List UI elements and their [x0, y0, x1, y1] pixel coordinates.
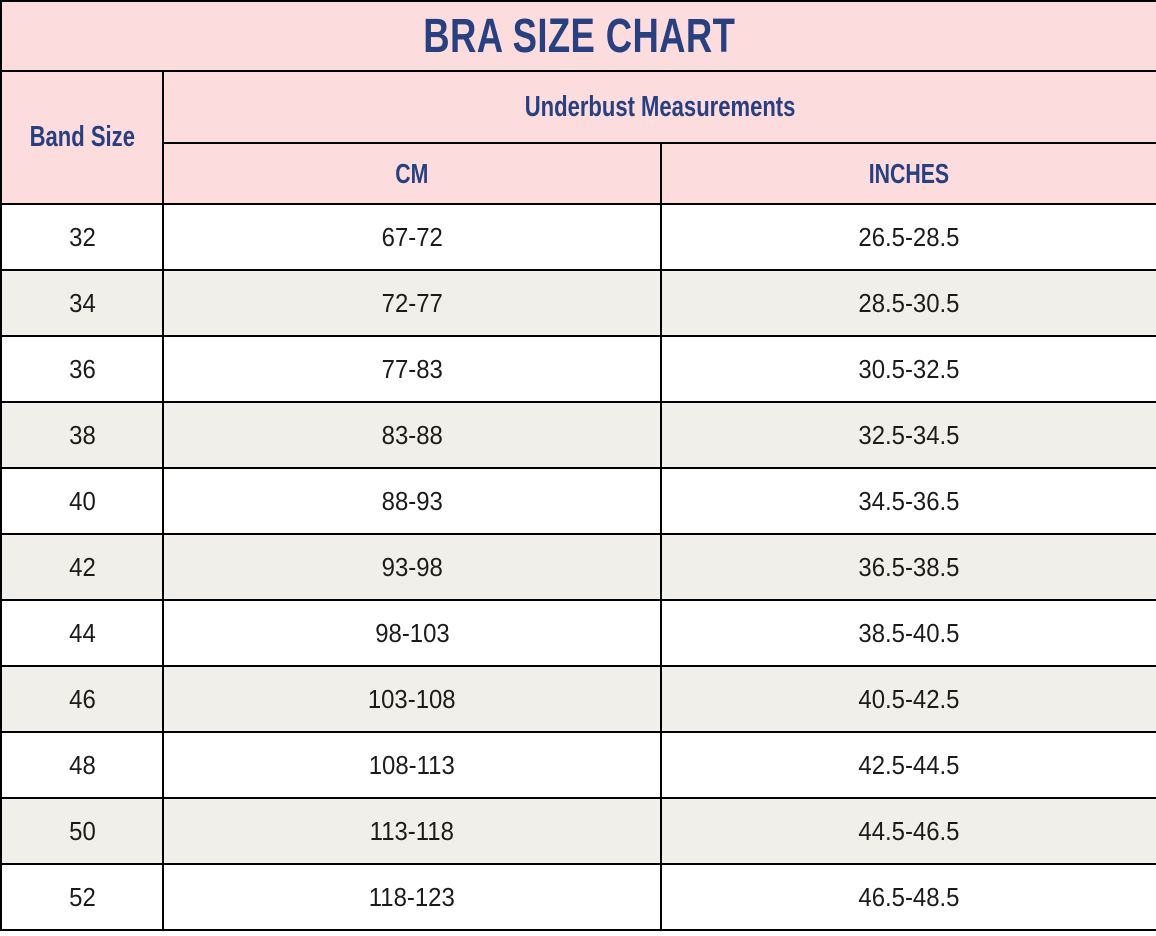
table-row: 42 93-98 36.5-38.5 [0, 533, 1156, 601]
inches-range-cell-value: 42.5-44.5 [858, 749, 960, 780]
inches-header-cell: INCHES [660, 142, 1156, 205]
band-size-cell: 48 [0, 731, 164, 799]
band-size-cell-value: 50 [68, 815, 96, 846]
inches-range-cell: 38.5-40.5 [660, 599, 1156, 667]
inches-range-cell-value: 44.5-46.5 [858, 815, 960, 846]
inches-range-cell: 40.5-42.5 [660, 665, 1156, 733]
band-size-cell-value: 48 [68, 749, 96, 780]
band-size-cell-value: 52 [68, 881, 96, 912]
cm-range-cell: 77-83 [162, 335, 662, 403]
band-size-header-label: Band Size [29, 121, 135, 153]
page-title: BRA SIZE CHART [422, 9, 735, 63]
band-size-cell: 50 [0, 797, 164, 865]
band-size-cell: 36 [0, 335, 164, 403]
inches-range-cell: 30.5-32.5 [660, 335, 1156, 403]
band-size-cell-value: 40 [68, 485, 96, 516]
inches-range-cell: 26.5-28.5 [660, 203, 1156, 271]
table-row: 44 98-103 38.5-40.5 [0, 599, 1156, 667]
table-row: 34 72-77 28.5-30.5 [0, 269, 1156, 337]
inches-range-cell-value: 38.5-40.5 [858, 617, 960, 648]
band-size-cell: 38 [0, 401, 164, 469]
table-row: 48 108-113 42.5-44.5 [0, 731, 1156, 799]
inches-header-label: INCHES [868, 157, 950, 189]
table-row: 50 113-118 44.5-46.5 [0, 797, 1156, 865]
inches-range-cell: 34.5-36.5 [660, 467, 1156, 535]
cm-range-cell-value: 108-113 [368, 749, 456, 780]
size-table-body: 32 67-72 26.5-28.5 34 72-77 28.5-30.5 36 77-83 3… [0, 203, 1156, 931]
cm-range-cell: 118-123 [162, 863, 662, 931]
inches-range-cell-value: 46.5-48.5 [858, 881, 960, 912]
band-size-cell: 34 [0, 269, 164, 337]
cm-range-cell-value: 77-83 [381, 353, 443, 384]
table-row: 52 118-123 46.5-48.5 [0, 863, 1156, 931]
table-row: 38 83-88 32.5-34.5 [0, 401, 1156, 469]
cm-range-cell: 88-93 [162, 467, 662, 535]
cm-range-cell-value: 88-93 [381, 485, 443, 516]
inches-range-cell-value: 28.5-30.5 [858, 287, 960, 318]
band-size-cell-value: 34 [68, 287, 96, 318]
cm-range-cell-value: 67-72 [381, 221, 443, 252]
underbust-header-label: Underbust Measurements [524, 90, 796, 123]
cm-range-cell-value: 103-108 [368, 683, 456, 714]
band-size-cell: 40 [0, 467, 164, 535]
table-row: 32 67-72 26.5-28.5 [0, 203, 1156, 271]
cm-range-cell: 103-108 [162, 665, 662, 733]
inches-range-cell-value: 26.5-28.5 [858, 221, 960, 252]
inches-range-cell: 32.5-34.5 [660, 401, 1156, 469]
cm-range-cell: 72-77 [162, 269, 662, 337]
cm-range-cell: 93-98 [162, 533, 662, 601]
cm-range-cell-value: 113-118 [369, 815, 455, 846]
cm-range-cell: 108-113 [162, 731, 662, 799]
inches-range-cell-value: 34.5-36.5 [858, 485, 960, 516]
cm-range-cell-value: 118-123 [368, 881, 456, 912]
band-size-cell-value: 46 [68, 683, 96, 714]
cm-range-cell: 67-72 [162, 203, 662, 271]
band-size-cell: 44 [0, 599, 164, 667]
cm-range-cell: 98-103 [162, 599, 662, 667]
band-size-cell-value: 44 [68, 617, 96, 648]
inches-range-cell: 28.5-30.5 [660, 269, 1156, 337]
band-size-cell-value: 42 [68, 551, 96, 582]
cm-range-cell-value: 98-103 [374, 617, 450, 648]
cm-header-cell: CM [162, 142, 662, 205]
band-size-cell-value: 38 [68, 419, 96, 450]
table-row: 46 103-108 40.5-42.5 [0, 665, 1156, 733]
inches-range-cell-value: 40.5-42.5 [858, 683, 960, 714]
table-row: 40 88-93 34.5-36.5 [0, 467, 1156, 535]
inches-range-cell: 42.5-44.5 [660, 731, 1156, 799]
cm-range-cell-value: 83-88 [381, 419, 443, 450]
band-size-cell-value: 32 [68, 221, 96, 252]
band-size-cell: 52 [0, 863, 164, 931]
cm-range-cell-value: 72-77 [381, 287, 443, 318]
cm-range-cell-value: 93-98 [381, 551, 443, 582]
chart-title-cell: BRA SIZE CHART [0, 0, 1156, 72]
cm-range-cell: 83-88 [162, 401, 662, 469]
inches-range-cell-value: 32.5-34.5 [858, 419, 960, 450]
band-size-cell: 42 [0, 533, 164, 601]
inches-range-cell: 44.5-46.5 [660, 797, 1156, 865]
inches-range-cell: 36.5-38.5 [660, 533, 1156, 601]
band-size-cell: 46 [0, 665, 164, 733]
band-size-cell-value: 36 [68, 353, 96, 384]
table-row: 36 77-83 30.5-32.5 [0, 335, 1156, 403]
band-size-header-cell: Band Size [0, 70, 164, 205]
cm-header-label: CM [395, 157, 429, 189]
inches-range-cell: 46.5-48.5 [660, 863, 1156, 931]
inches-range-cell-value: 30.5-32.5 [858, 353, 960, 384]
underbust-header-cell: Underbust Measurements [162, 70, 1156, 144]
inches-range-cell-value: 36.5-38.5 [858, 551, 960, 582]
band-size-cell: 32 [0, 203, 164, 271]
chart-header: BRA SIZE CHART Band Size Underbust Measu… [0, 0, 1156, 205]
cm-range-cell: 113-118 [162, 797, 662, 865]
